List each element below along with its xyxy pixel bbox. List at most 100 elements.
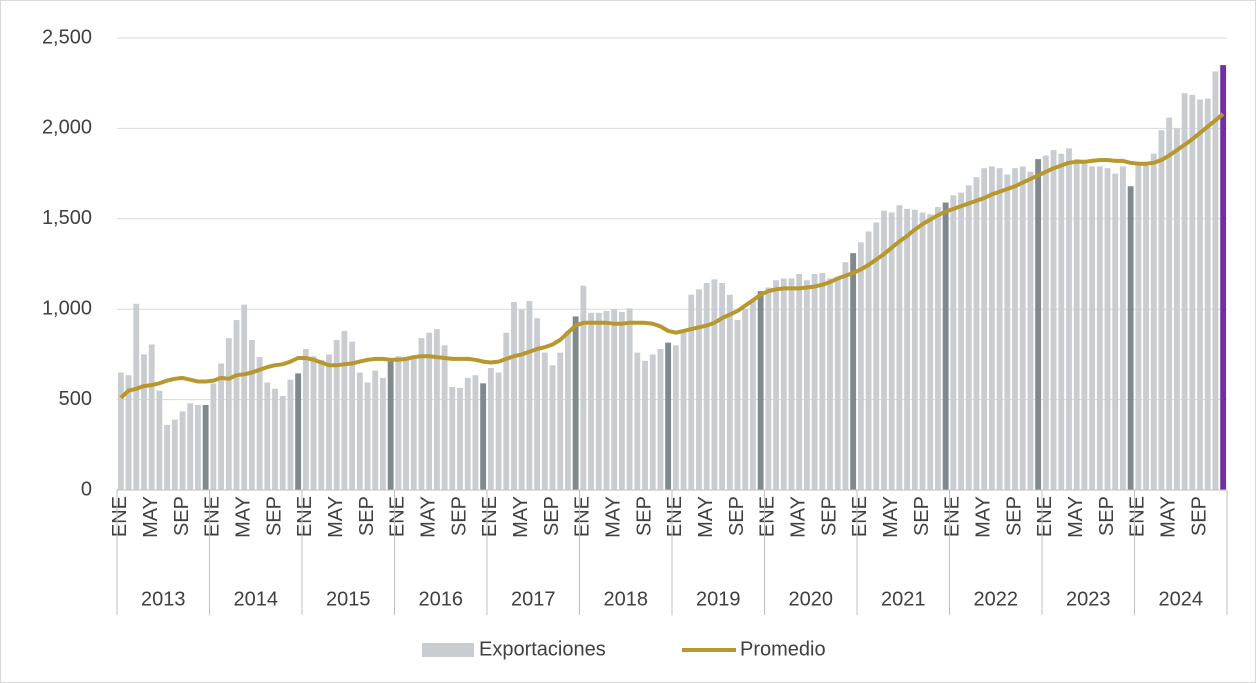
bar [1104, 168, 1111, 490]
x-tick-label: MAY [510, 496, 532, 538]
x-tick-label: ENE [664, 496, 686, 537]
year-label: 2013 [141, 588, 186, 610]
year-label: 2021 [881, 588, 926, 610]
bar [788, 278, 795, 490]
bar [380, 377, 386, 490]
year-label: 2017 [511, 588, 556, 610]
bar [811, 273, 818, 490]
bar [896, 205, 903, 491]
bar [842, 262, 849, 490]
bar [1150, 153, 1157, 490]
bar [426, 332, 433, 490]
legend-label: Promedio [740, 638, 826, 660]
x-tick-label: ENE [942, 496, 964, 537]
bar [495, 372, 502, 490]
x-tick-label: SEP [911, 496, 933, 536]
bar [279, 395, 286, 490]
bar [965, 185, 972, 491]
bar [950, 195, 957, 490]
bar [287, 379, 294, 490]
x-tick-label: ENE [849, 496, 871, 537]
y-tick-label: 500 [59, 388, 92, 410]
x-tick-label: ENE [202, 496, 224, 537]
bar [1073, 159, 1080, 491]
bar [981, 168, 988, 490]
bar [1066, 148, 1072, 490]
bar [565, 330, 571, 490]
x-tick-label: SEP [448, 496, 470, 536]
bar [873, 222, 880, 490]
year-label: 2022 [974, 588, 1019, 610]
bar [148, 344, 155, 490]
bar [225, 338, 232, 490]
bar [364, 382, 371, 490]
x-tick-label: SEP [356, 496, 378, 536]
bar [1166, 117, 1173, 490]
bar [410, 358, 417, 490]
x-tick-label: SEP [1188, 496, 1210, 536]
x-tick-label: SEP [171, 496, 193, 536]
bar [1204, 98, 1211, 491]
x-tick-label: MAY [1157, 496, 1179, 538]
bar [1012, 168, 1018, 490]
bar [827, 278, 833, 490]
bar [857, 242, 864, 490]
bar [1143, 162, 1149, 490]
bar [595, 312, 602, 490]
bar [1096, 166, 1103, 491]
x-tick-label: ENE [294, 496, 316, 537]
bar [233, 320, 240, 490]
bar [796, 273, 803, 490]
bar [1120, 166, 1126, 491]
bar [1181, 93, 1188, 491]
bar [511, 301, 517, 490]
bar [881, 210, 887, 490]
y-tick-label: 0 [81, 478, 92, 500]
bar [395, 356, 402, 490]
bar [888, 212, 895, 491]
bar [372, 370, 379, 490]
bar [141, 354, 147, 490]
y-tick-label: 2,000 [42, 117, 92, 139]
y-tick-label: 1,000 [42, 297, 92, 319]
bar [904, 208, 911, 490]
bar [549, 365, 556, 490]
bar [1112, 173, 1119, 490]
x-tick-label: MAY [787, 496, 809, 538]
bar [356, 372, 363, 490]
bar [935, 207, 941, 490]
year-label: 2014 [234, 588, 279, 610]
bar [665, 342, 672, 490]
bar [780, 278, 787, 490]
x-tick-label: MAY [1065, 496, 1087, 538]
bar [726, 294, 733, 490]
bar [1158, 130, 1165, 490]
bar [310, 356, 317, 490]
bar [295, 373, 302, 490]
bar [503, 332, 510, 490]
bar [696, 289, 702, 490]
bar [179, 411, 186, 490]
bar [611, 309, 618, 490]
bar [1189, 94, 1196, 491]
bar [996, 168, 1003, 490]
bar [171, 419, 178, 490]
bar [403, 359, 409, 490]
bar [1004, 174, 1011, 490]
bar [919, 212, 926, 491]
bar [349, 341, 356, 490]
bar [958, 192, 964, 491]
bar [218, 363, 224, 490]
bar [719, 282, 726, 490]
bar [1089, 166, 1096, 491]
bar [541, 352, 548, 490]
year-label: 2020 [789, 588, 834, 610]
bar [927, 214, 934, 490]
bar [272, 388, 278, 490]
bar [680, 330, 687, 490]
bar [256, 357, 263, 490]
bar [1173, 128, 1180, 490]
year-label: 2019 [696, 588, 741, 610]
bar [526, 301, 533, 490]
bar [164, 424, 171, 490]
